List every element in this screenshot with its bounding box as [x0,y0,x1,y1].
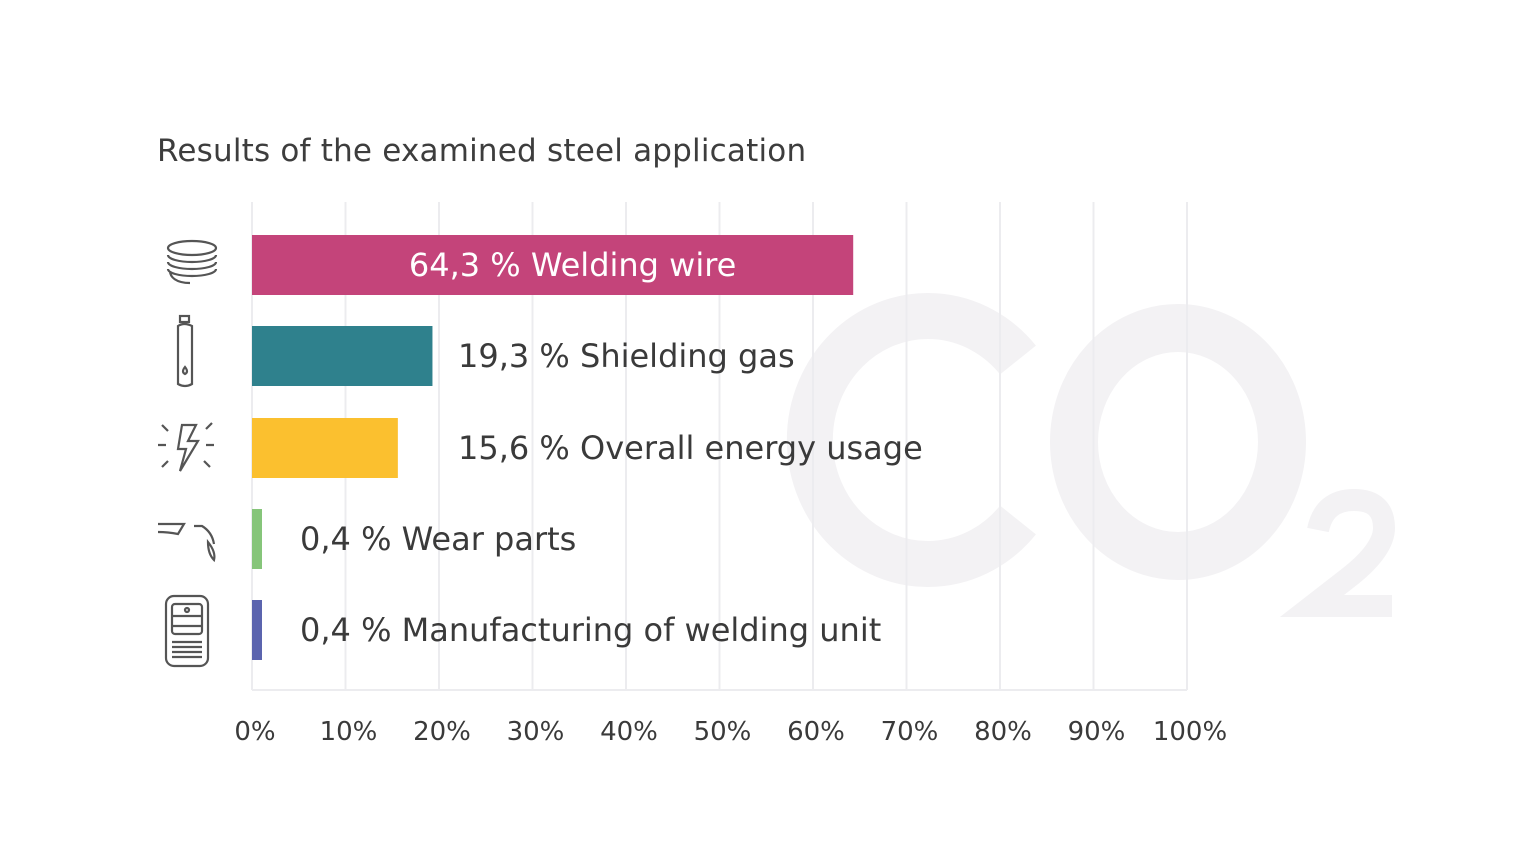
bar-welding-wire [252,235,854,295]
bar-wear-parts [252,509,262,569]
watermark-subscript-2 [1279,488,1396,617]
watermark-letter-c [786,293,1036,587]
welding-unit-icon [164,594,210,668]
bar-data-label: 64,3 % Welding wire [409,246,737,284]
x-tick-label: 80% [974,717,1032,747]
bar-data-label: 19,3 % Shielding gas [458,337,795,375]
x-tick-label: 20% [413,717,471,747]
x-tick-label: 90% [1068,717,1126,747]
bar-overall-energy-usage [252,418,398,478]
watermark-letter-o [1050,304,1306,580]
x-tick-label: 10% [320,717,378,747]
x-tick-label: 30% [507,717,565,747]
bar-data-label: 0,4 % Manufacturing of welding unit [300,611,881,649]
welding-torch-icon [157,522,216,563]
x-tick-label: 100% [1153,717,1227,747]
bar-data-label: 0,4 % Wear parts [300,520,576,558]
x-tick-label: 50% [694,717,752,747]
bar-manufacturing-of-welding-unit [252,600,262,660]
x-tick-label: 70% [881,717,939,747]
x-tick-label: 0% [234,717,275,747]
x-tick-label: 60% [787,717,845,747]
energy-lightning-icon [158,422,214,472]
bar-data-label: 15,6 % Overall energy usage [458,429,923,467]
bar-shielding-gas [252,326,433,386]
x-tick-label: 40% [600,717,658,747]
chart-title: Results of the examined steel applicatio… [157,133,807,169]
wire-coil-icon [166,239,218,285]
gas-bottle-icon [176,314,194,388]
